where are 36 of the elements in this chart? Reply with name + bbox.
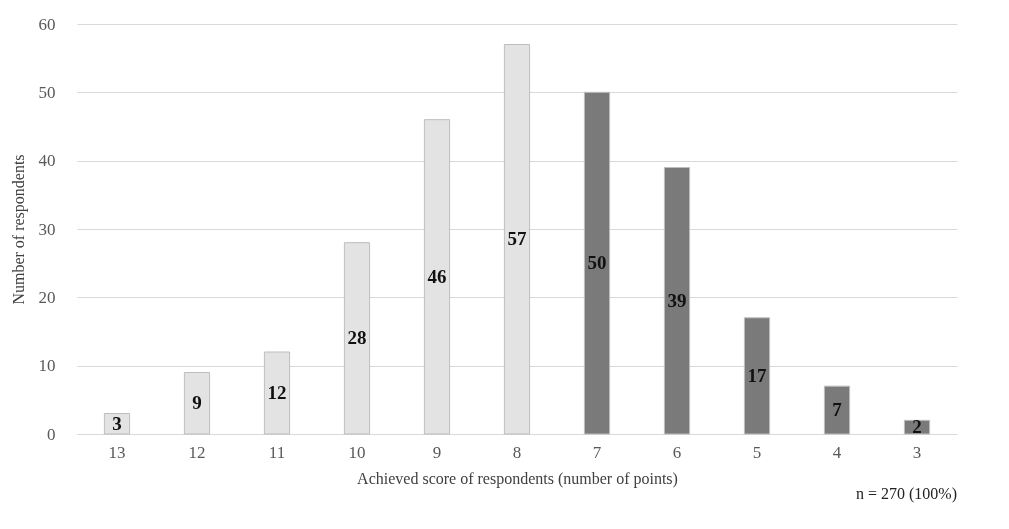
bar <box>823 385 851 435</box>
data-label: 50 <box>587 252 607 274</box>
data-label: 28 <box>347 327 367 349</box>
x-tick-label: 9 <box>432 442 442 462</box>
y-tick-label: 10 <box>38 356 56 376</box>
x-tick-label: 10 <box>348 442 366 462</box>
x-tick-label: 12 <box>188 442 206 462</box>
x-tick-label: 11 <box>268 442 286 462</box>
data-label: 3 <box>112 412 122 434</box>
x-axis-title: Achieved score of respondents (number of points) <box>357 469 678 488</box>
bar <box>743 317 771 435</box>
data-label: 9 <box>192 392 202 414</box>
bar <box>583 91 611 435</box>
data-label: 17 <box>747 364 767 386</box>
data-label: 2 <box>912 416 922 438</box>
y-tick-label: 30 <box>38 219 56 239</box>
x-tick-label: 4 <box>832 442 842 462</box>
x-tick-label: 8 <box>512 442 522 462</box>
y-tick-label: 50 <box>38 82 56 102</box>
x-tick-label: 3 <box>912 442 922 462</box>
text: n = 270 (100%) <box>855 485 957 503</box>
y-tick-label: 40 <box>38 151 56 171</box>
y-axis-title: Number of respondents <box>9 154 28 305</box>
x-tick-label: 13 <box>108 442 126 462</box>
y-tick-label: 20 <box>38 287 56 307</box>
data-label: 39 <box>667 289 687 311</box>
bar <box>663 167 691 435</box>
y-tick-label: 0 <box>47 424 56 444</box>
x-tick-label: 5 <box>752 442 762 462</box>
data-label: 12 <box>267 382 287 403</box>
y-tick-label: 60 <box>38 14 56 34</box>
data-label: 57 <box>507 228 527 250</box>
x-tick-label: 7 <box>592 442 602 462</box>
data-label: 7 <box>832 399 843 421</box>
data-label: 46 <box>427 265 447 287</box>
x-tick-label: 6 <box>672 442 682 462</box>
